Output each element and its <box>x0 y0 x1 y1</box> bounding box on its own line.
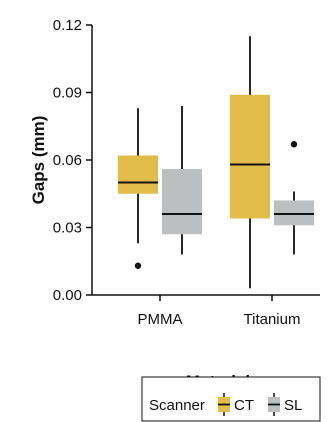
y-tick-label: 0.12 <box>53 17 82 34</box>
y-tick-label: 0.06 <box>53 152 82 169</box>
y-axis-title: Gaps (mm) <box>29 116 48 205</box>
box-sl-pmma <box>162 106 202 255</box>
box-ct-pmma <box>118 108 158 269</box>
x-tick-label: Titanium <box>244 311 301 328</box>
box-sl-titanium <box>274 141 314 255</box>
box-body <box>274 200 314 226</box>
y-ticks: 0.00 0.03 0.06 0.09 0.12 <box>53 17 92 304</box>
x-tick-label: PMMA <box>138 311 183 328</box>
box-body <box>230 94 270 219</box>
legend-label: SL <box>284 397 302 414</box>
legend-item-sl: SL <box>268 393 302 416</box>
box-ct-titanium <box>230 36 270 289</box>
box-body <box>118 155 158 194</box>
y-tick-label: 0.09 <box>53 85 82 102</box>
legend-frame <box>141 376 321 422</box>
legend: Scanner CT SL <box>141 376 321 422</box>
legend-items: CT SL <box>218 393 302 416</box>
y-tick-label: 0.00 <box>53 287 82 304</box>
legend-label: CT <box>234 397 254 414</box>
y-tick-label: 0.03 <box>53 220 82 237</box>
outlier-point <box>290 141 298 148</box>
outlier-point <box>134 262 142 269</box>
legend-title: Scanner <box>149 397 205 414</box>
box-body <box>162 169 202 235</box>
plot-area <box>118 36 314 289</box>
legend-item-ct: CT <box>218 393 254 416</box>
x-ticks: PMMA Titanium <box>138 295 301 328</box>
